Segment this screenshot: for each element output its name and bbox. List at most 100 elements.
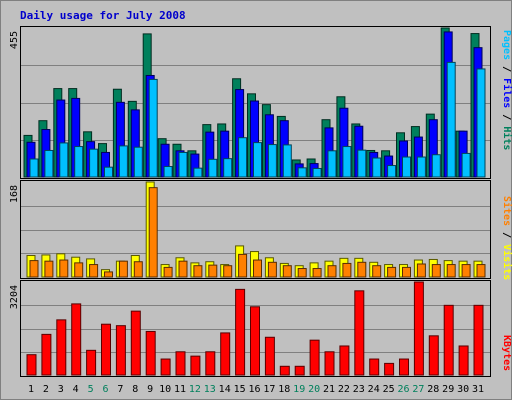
right-label-hits-part: Hits <box>501 126 512 150</box>
kbytes-bar <box>175 351 186 376</box>
kbytes-bar <box>41 333 52 376</box>
pages-bar <box>461 152 471 178</box>
kbytes-bar <box>294 365 305 376</box>
sites-bar <box>431 264 441 278</box>
panel-hits-frame <box>20 26 491 179</box>
day-label: 4 <box>73 384 79 395</box>
day-label: 16 <box>248 384 260 395</box>
sites-bar <box>193 265 203 278</box>
sites-bar <box>133 261 143 278</box>
day-label: 26 <box>397 384 409 395</box>
kbytes-bar <box>413 281 424 376</box>
sites-bar <box>461 264 471 278</box>
day-label: 17 <box>263 384 275 395</box>
sites-bar <box>446 264 456 278</box>
sites-bar <box>59 259 69 278</box>
day-label: 12 <box>189 384 201 395</box>
pages-bar <box>163 166 173 178</box>
kbytes-bar <box>428 335 439 376</box>
day-label: 31 <box>472 384 484 395</box>
kbytes-bar <box>443 304 454 376</box>
day-label: 2 <box>43 384 49 395</box>
kbytes-bar <box>354 290 365 376</box>
kbytes-bar <box>324 351 335 376</box>
sites-bar <box>74 262 84 278</box>
sites-bar <box>148 187 158 278</box>
kbytes-bar <box>473 304 484 376</box>
day-label: 1 <box>28 384 34 395</box>
sites-bar <box>118 260 128 278</box>
pages-bar <box>372 157 382 178</box>
panel-visits-frame <box>20 180 491 279</box>
kbytes-bar <box>399 358 409 376</box>
sites-bar <box>357 261 367 278</box>
pages-bar <box>446 61 456 178</box>
kbytes-bar <box>458 345 469 376</box>
pages-bar <box>297 167 307 178</box>
sites-bar <box>238 253 248 278</box>
sites-bar <box>223 265 233 278</box>
sites-bar <box>402 266 411 278</box>
pages-bar <box>74 146 84 178</box>
pages-bar <box>238 137 248 178</box>
kbytes-bar <box>101 323 111 376</box>
sites-bar <box>104 271 113 278</box>
pages-bar <box>431 154 441 178</box>
sites-bar <box>29 260 39 278</box>
right-label-visits-part: Visits <box>501 244 512 280</box>
kbytes-bar <box>250 306 260 376</box>
pages-bar <box>282 144 292 178</box>
sites-bar <box>297 268 307 278</box>
sites-bar <box>253 259 262 278</box>
day-label: 27 <box>412 384 424 395</box>
right-label-hits-part: / <box>501 60 512 78</box>
kbytes-bar <box>205 351 216 376</box>
pages-bar <box>29 158 39 178</box>
kbytes-bar <box>190 355 201 376</box>
day-label: 20 <box>308 384 320 395</box>
pages-bar <box>357 149 367 178</box>
pages-bar <box>89 148 99 178</box>
sites-bar <box>208 264 218 278</box>
right-label-visits: Sites / Visits <box>501 196 512 280</box>
pages-bar <box>208 158 218 178</box>
day-label: 11 <box>174 384 186 395</box>
pages-bar <box>476 68 486 178</box>
day-label: 5 <box>88 384 94 395</box>
pages-bar <box>44 149 54 178</box>
right-label-visits-part: Sites <box>501 196 512 226</box>
sites-bar <box>416 263 426 278</box>
pages-bar <box>267 144 277 178</box>
day-label: 3 <box>58 384 64 395</box>
pages-bar <box>59 142 69 178</box>
pages-bar <box>342 146 352 178</box>
panel-kbytes-frame <box>20 280 491 377</box>
right-label-hits: Pages / Files / Hits <box>501 30 512 150</box>
sites-bar <box>44 260 54 278</box>
day-label: 30 <box>457 384 469 395</box>
right-label-kbytes: KBytes <box>501 335 512 371</box>
pages-bar <box>223 158 233 178</box>
kbytes-bar <box>384 362 395 376</box>
kbytes-bar <box>264 336 275 376</box>
sites-bar <box>178 260 188 278</box>
bars <box>23 27 486 376</box>
day-label: 10 <box>159 384 171 395</box>
pages-bar <box>253 142 262 178</box>
kbytes-bar <box>160 358 171 376</box>
day-label: 29 <box>442 384 454 395</box>
kbytes-bar <box>339 345 350 376</box>
day-label: 14 <box>219 384 231 395</box>
sites-bar <box>163 266 173 278</box>
sites-bar <box>89 264 99 278</box>
sites-bar <box>267 261 277 278</box>
ymax-label: 3204 <box>9 285 20 309</box>
pages-bar <box>104 166 113 178</box>
day-label: 21 <box>323 384 335 395</box>
kbytes-bar <box>86 349 97 376</box>
day-label: 9 <box>147 384 153 395</box>
pages-bar <box>193 167 203 178</box>
right-label-hits-part: Files <box>501 78 512 108</box>
